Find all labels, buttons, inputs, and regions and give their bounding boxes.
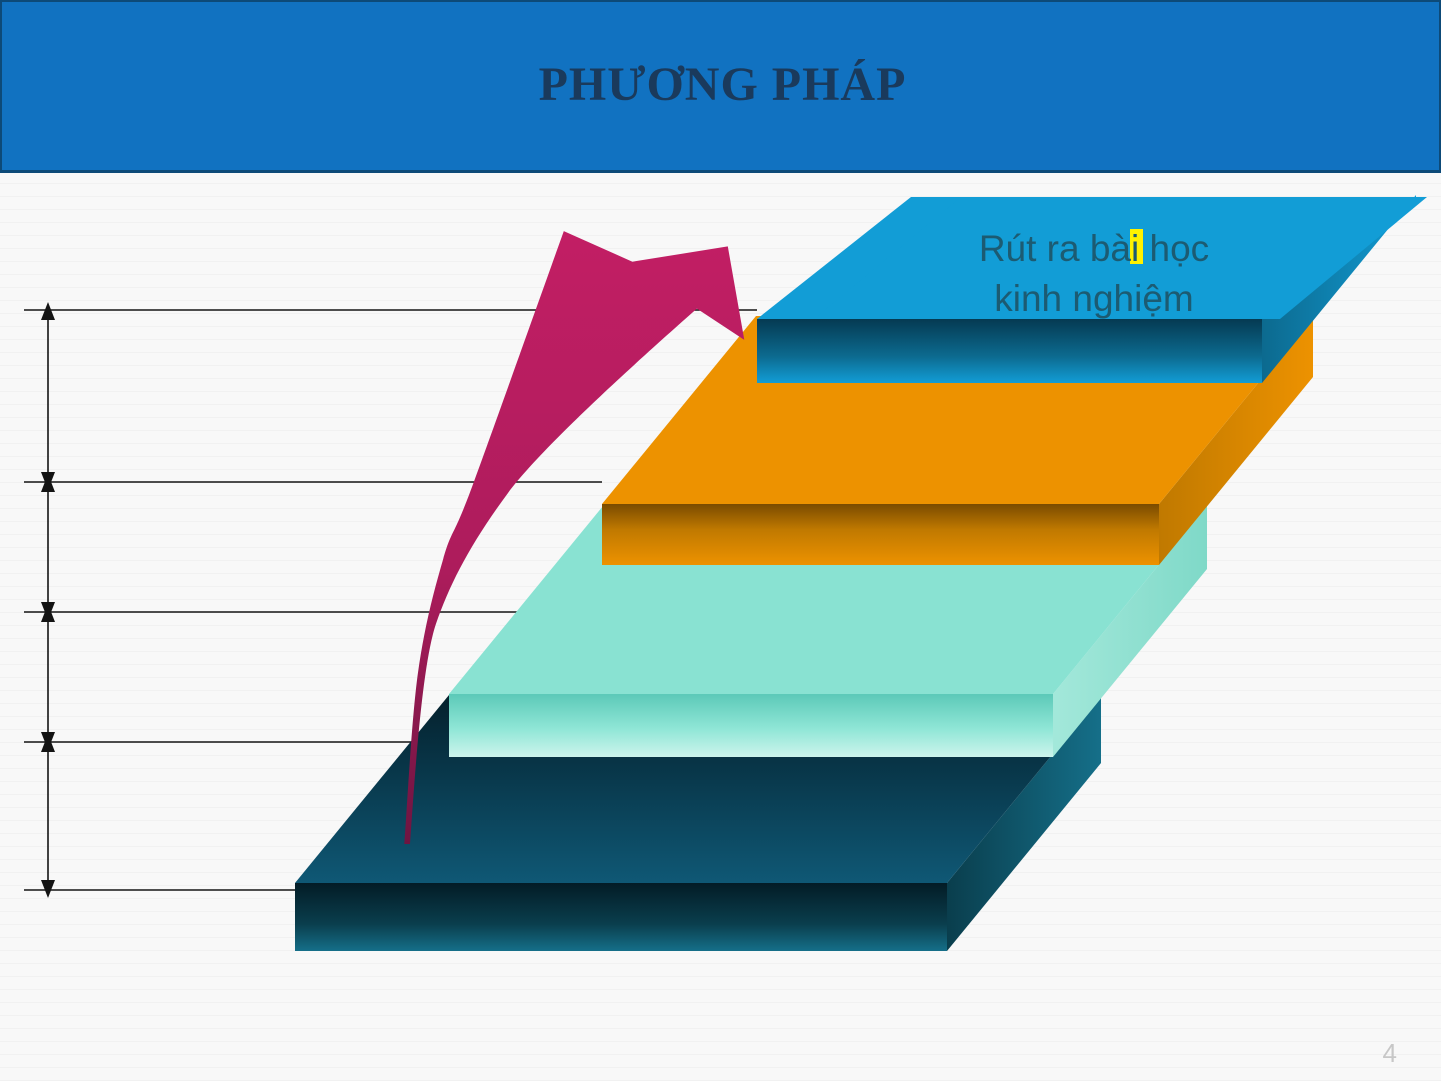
svg-text:kinh nghiệm: kinh nghiệm	[994, 278, 1194, 319]
svg-text:Rút ra bài học: Rút ra bài học	[979, 228, 1209, 269]
